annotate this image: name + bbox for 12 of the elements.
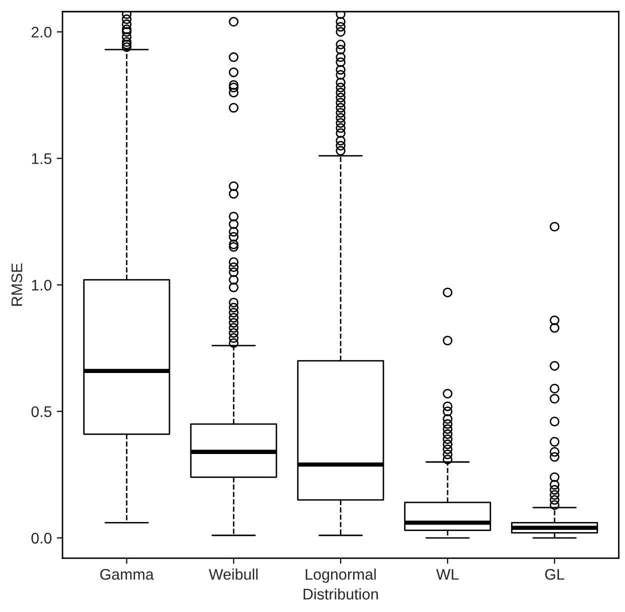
- x-tick-label: Weibull: [208, 568, 258, 580]
- y-tick-label: 0.0: [31, 532, 52, 544]
- y-tick-label: 1.5: [32, 153, 52, 164]
- x-tick-label: Lognormal: [306, 568, 376, 583]
- x-tick-label: Gamma: [100, 568, 154, 580]
- x-tick-label: GL: [545, 568, 564, 580]
- y-tick-label: 1.0: [32, 280, 52, 291]
- y-tick-label: 2.0: [32, 26, 52, 38]
- y-tick-label: 0.5: [31, 406, 52, 418]
- x-axis-title: Distribution: [304, 588, 378, 600]
- y-axis-title: RMSE: [11, 263, 22, 306]
- x-tick-label: WL: [436, 569, 459, 580]
